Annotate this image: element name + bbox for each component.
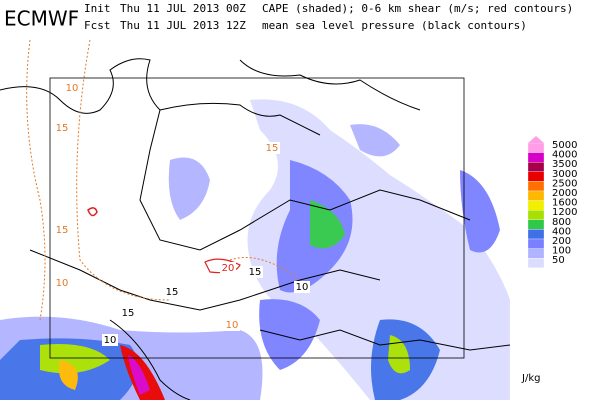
contour-label: 15 <box>249 267 262 278</box>
contour-label: 10 <box>226 320 239 331</box>
legend-level: 3000 <box>552 169 577 180</box>
header-desc: CAPE (shaded); 0-6 km shear (m/s; red co… <box>262 2 573 15</box>
legend-level: 3500 <box>552 159 577 170</box>
contour-label: 10 <box>66 83 79 94</box>
legend-level: 2500 <box>552 178 577 189</box>
legend-level: 4000 <box>552 150 577 161</box>
legend-swatch <box>527 229 545 240</box>
legend-swatch <box>527 219 545 230</box>
contour-label-box <box>120 307 136 319</box>
legend-swatch <box>527 181 545 192</box>
legend-swatch <box>527 210 545 220</box>
legend-level: 1200 <box>552 207 577 218</box>
contour-label: 10 <box>296 282 309 293</box>
contour-label: 15 <box>122 308 135 319</box>
legend-swatch <box>527 200 545 211</box>
header-time: Thu 11 JUL 2013 00Z <box>120 2 246 15</box>
contour-label: 10 <box>104 335 117 346</box>
contour-label-box <box>247 266 263 278</box>
legend-swatch <box>527 142 545 153</box>
contour-label-box <box>164 286 180 298</box>
contour-label: 20 <box>222 263 235 274</box>
header-time: Thu 11 JUL 2013 12Z <box>120 19 246 32</box>
legend-level: 800 <box>552 217 571 228</box>
contour-label: 15 <box>166 287 179 298</box>
contour-label-box <box>264 142 280 154</box>
legend-swatch <box>527 238 545 249</box>
contour-label-box <box>64 82 80 94</box>
legend-level: 1600 <box>552 198 577 209</box>
contour-label: 15 <box>56 225 69 236</box>
contour-label-box <box>54 224 70 236</box>
contour-label-box <box>294 281 310 293</box>
legend-level: 400 <box>552 226 571 237</box>
contour-label-box <box>220 262 236 274</box>
logo: ECMWF <box>4 7 79 31</box>
legend-swatch <box>527 152 545 163</box>
contour-label-box <box>224 319 240 331</box>
legend-level: 2000 <box>552 188 577 199</box>
legend-swatch <box>527 248 545 259</box>
legend-swatch <box>527 171 545 182</box>
shear-contour <box>204 258 241 274</box>
legend-level: 100 <box>552 246 571 257</box>
legend-swatch <box>527 258 545 268</box>
domain-box <box>49 77 465 359</box>
shear-contour <box>87 207 98 217</box>
contour-label: 10 <box>56 278 69 289</box>
contour-label-box <box>102 334 118 346</box>
legend-swatch <box>527 190 545 201</box>
cape-shading <box>0 99 510 400</box>
legend-level: 50 <box>552 255 565 266</box>
legend-level: 200 <box>552 236 571 247</box>
contour-label-box <box>54 122 70 134</box>
header-kind: Init <box>84 2 111 15</box>
legend-swatch <box>527 162 545 172</box>
legend-unit: J/kg <box>521 373 540 384</box>
contour-label-box <box>54 277 70 289</box>
contour-label: 15 <box>56 123 69 134</box>
contour-label: 15 <box>266 143 279 154</box>
header-kind: Fcst <box>84 19 111 32</box>
mslp-contours <box>26 39 301 321</box>
legend-arrow <box>528 136 544 143</box>
header-band <box>0 0 600 38</box>
header-desc: mean sea level pressure (black contours) <box>262 19 527 32</box>
legend-level: 5000 <box>552 140 577 151</box>
